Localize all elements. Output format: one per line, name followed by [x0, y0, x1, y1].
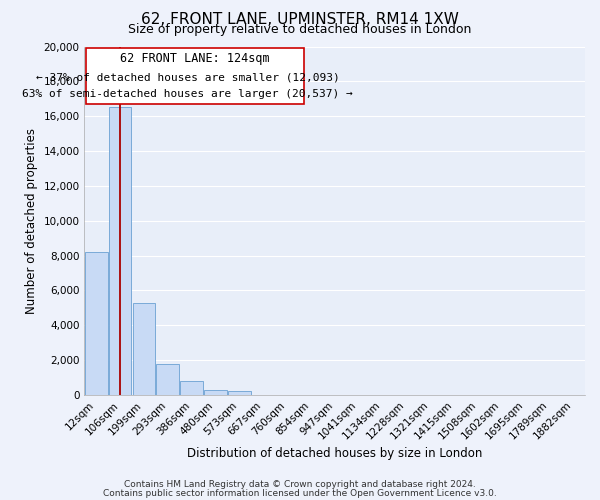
Text: 63% of semi-detached houses are larger (20,537) →: 63% of semi-detached houses are larger (…: [22, 88, 353, 99]
Bar: [85, 252, 107, 395]
Text: ← 37% of detached houses are smaller (12,093): ← 37% of detached houses are smaller (12…: [36, 73, 340, 83]
Text: 62 FRONT LANE: 124sqm: 62 FRONT LANE: 124sqm: [120, 52, 269, 65]
Text: 62, FRONT LANE, UPMINSTER, RM14 1XW: 62, FRONT LANE, UPMINSTER, RM14 1XW: [141, 12, 459, 28]
Text: Contains HM Land Registry data © Crown copyright and database right 2024.: Contains HM Land Registry data © Crown c…: [124, 480, 476, 489]
Bar: [228, 390, 251, 395]
X-axis label: Distribution of detached houses by size in London: Distribution of detached houses by size …: [187, 447, 482, 460]
Y-axis label: Number of detached properties: Number of detached properties: [25, 128, 38, 314]
Bar: [133, 302, 155, 395]
Bar: [157, 364, 179, 395]
Bar: [204, 390, 227, 395]
Bar: [109, 108, 131, 395]
Text: Size of property relative to detached houses in London: Size of property relative to detached ho…: [128, 24, 472, 36]
Bar: [86, 48, 304, 104]
Text: Contains public sector information licensed under the Open Government Licence v3: Contains public sector information licen…: [103, 488, 497, 498]
Bar: [181, 381, 203, 395]
